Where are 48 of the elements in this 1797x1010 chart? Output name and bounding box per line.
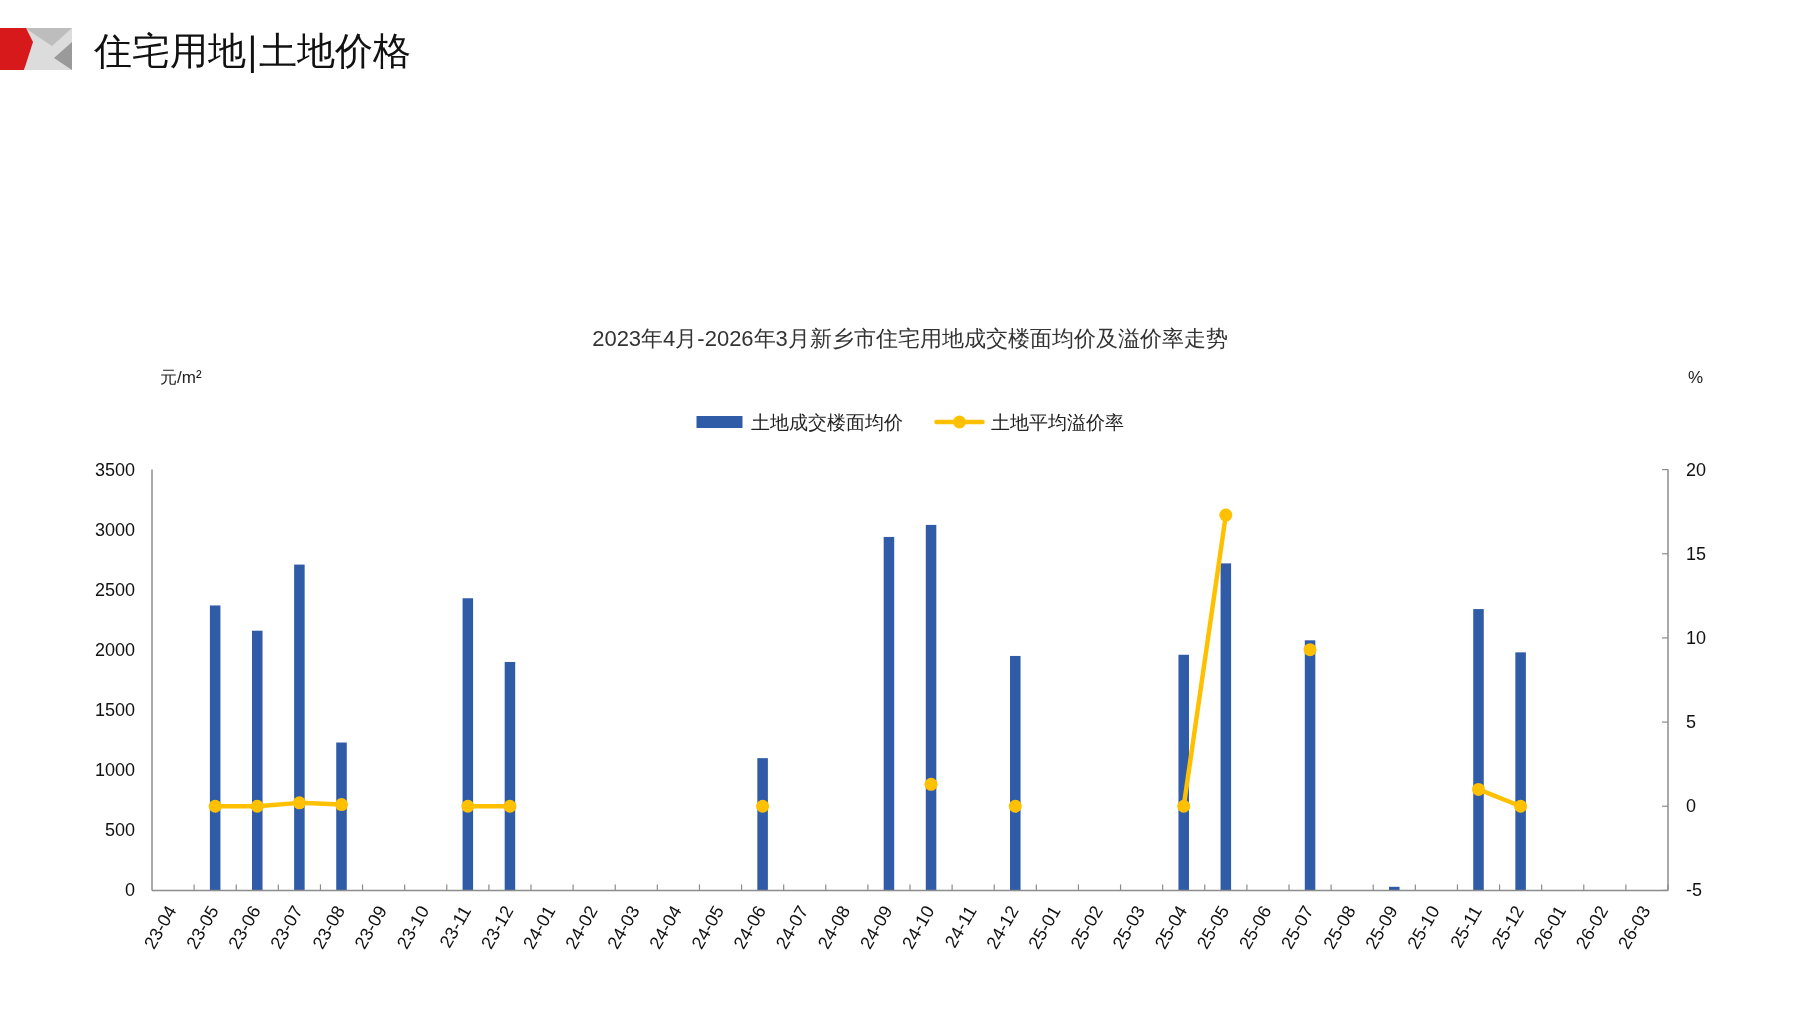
point xyxy=(208,799,222,813)
bar xyxy=(1220,563,1232,891)
y2-tick-label: 5 xyxy=(1686,712,1697,733)
point xyxy=(1219,508,1233,522)
legend-label: 土地平均溢价率 xyxy=(990,412,1124,433)
y-tick-label: 500 xyxy=(104,820,135,841)
bar xyxy=(925,524,937,891)
y-tick-label: 0 xyxy=(124,880,135,901)
y2-tick-label: 20 xyxy=(1686,459,1707,480)
bar xyxy=(1515,652,1526,891)
point xyxy=(1514,799,1528,813)
bar xyxy=(1304,640,1316,891)
y2-tick-label: 15 xyxy=(1686,543,1707,564)
legend-label: 土地成交楼面均价 xyxy=(750,412,903,433)
y-axis-title: 元/m² xyxy=(160,368,202,387)
bar xyxy=(294,564,305,891)
bar xyxy=(757,758,768,891)
point xyxy=(335,798,348,812)
y-tick-label: 3000 xyxy=(94,519,135,540)
point xyxy=(461,799,475,813)
bar xyxy=(883,536,895,891)
bar xyxy=(252,630,263,891)
point xyxy=(250,799,264,813)
point xyxy=(503,799,517,813)
bar xyxy=(1010,655,1021,891)
chart-title: 住宅用地|土地价格 xyxy=(93,29,411,73)
y-tick-label: 2500 xyxy=(94,579,135,600)
bar xyxy=(504,661,516,891)
y-tick-label: 2000 xyxy=(94,639,135,660)
bar xyxy=(209,605,221,891)
chart-subtitle: 2023年4月-2026年3月新乡市住宅用地成交楼面均价及溢价率走势 xyxy=(592,326,1228,351)
point xyxy=(292,796,306,810)
y2-tick-label: 0 xyxy=(1686,796,1697,817)
y-tick-label: 1500 xyxy=(94,700,135,721)
y-tick-label: 3500 xyxy=(94,459,135,480)
point xyxy=(1303,643,1317,657)
point xyxy=(1472,782,1485,796)
point xyxy=(1177,799,1191,813)
y2-axis-title: % xyxy=(1688,368,1704,387)
y-tick-label: 1000 xyxy=(94,760,135,781)
point xyxy=(756,799,770,813)
point xyxy=(924,777,938,791)
bar xyxy=(336,742,347,891)
bar xyxy=(462,598,474,891)
bar xyxy=(1473,609,1484,891)
y2-tick-label: -5 xyxy=(1686,880,1703,901)
y2-tick-label: 10 xyxy=(1686,627,1707,648)
point xyxy=(1008,799,1022,813)
